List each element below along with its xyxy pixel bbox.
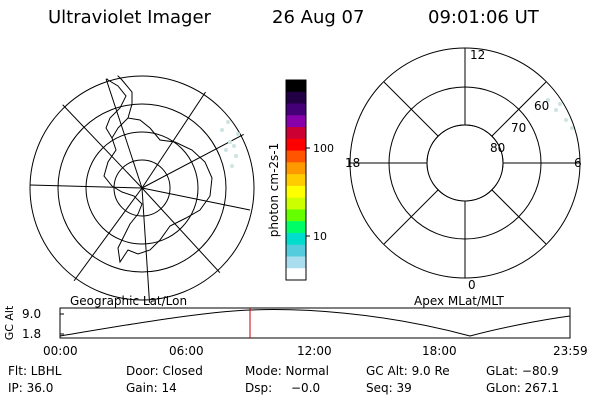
- geo-meridian: [59, 187, 143, 301]
- colorbar-tick-label-10: 10: [313, 230, 327, 243]
- dsp-info-label: Dsp:: [245, 381, 273, 395]
- geo-meridian: [29, 184, 143, 189]
- mlt-label-0: 0: [468, 278, 476, 292]
- colorbar-cell: [286, 150, 306, 163]
- colorbar-cell: [286, 221, 306, 234]
- date-label: 26 Aug 07: [272, 7, 365, 28]
- mlt-label-12: 12: [470, 48, 485, 62]
- aurora-speckle: [220, 120, 240, 168]
- geo-meridian: [141, 187, 246, 301]
- mlat-ring-60: [349, 47, 581, 279]
- time-label: 09:01:06 UT: [428, 7, 539, 28]
- mlt-label-18: 18: [345, 156, 360, 170]
- colorbar-cell: [286, 174, 306, 187]
- geo-lat-ring: [57, 103, 227, 273]
- geographic-map-label: Geographic Lat/Lon: [70, 294, 188, 308]
- mlat-label-70: 70: [511, 121, 526, 135]
- altitude-plot: 9.0 1.8 GC Alt: [3, 305, 571, 341]
- colorbar-cell: [286, 197, 306, 210]
- geo-meridian: [141, 73, 241, 189]
- mlt-label-6: 6: [574, 156, 582, 170]
- instrument-title: Ultraviolet Imager: [48, 7, 211, 28]
- colorbar-cell: [286, 103, 306, 116]
- geo-meridian: [141, 109, 257, 189]
- gain-info: Gain: 14: [126, 381, 177, 395]
- alt-xtick-1200: 12:00: [297, 344, 332, 358]
- colorbar-cell: [286, 162, 306, 175]
- colorbar: 100 10 photon cm-2s-1: [267, 79, 334, 281]
- geo-meridian: [141, 187, 251, 211]
- altitude-curve: [59, 309, 571, 337]
- magnetic-map-label: Apex MLat/MLT: [414, 294, 504, 308]
- colorbar-cell: [286, 80, 306, 93]
- mode-info: Mode: Normal: [245, 364, 329, 378]
- alt-xtick-2359: 23:59: [553, 344, 588, 358]
- alt-ylabel: GC Alt: [3, 305, 16, 340]
- altitude-plot-frame: [59, 307, 571, 339]
- antarctica-coastline: [103, 117, 213, 264]
- geo-meridian: [141, 187, 151, 303]
- colorbar-cell: [286, 138, 306, 152]
- dsp-info-value: −0.0: [291, 381, 321, 395]
- colorbar-cell: [286, 209, 306, 222]
- geographic-map: [27, 73, 257, 303]
- ip-info: IP: 36.0: [8, 381, 54, 395]
- peninsula-coastline: [95, 73, 133, 139]
- colorbar-cell: [286, 91, 306, 105]
- geo-lat-ring: [113, 159, 171, 217]
- filter-info: Flt: LBHL: [8, 364, 62, 378]
- mlat-label-80: 80: [490, 141, 505, 155]
- door-info: Door: Closed: [126, 364, 203, 378]
- seq-info: Seq: 39: [366, 381, 412, 395]
- colorbar-cell: [286, 268, 306, 281]
- colorbar-unit-label: photon cm-2s-1: [267, 143, 281, 238]
- glon-info: GLon: 267.1: [486, 381, 559, 395]
- magnetic-map: [349, 47, 581, 279]
- aurora-speckle: [526, 98, 574, 272]
- colorbar-cell: [286, 127, 306, 140]
- mlat-label-60: 60: [534, 99, 549, 113]
- alt-xtick-1800: 18:00: [422, 344, 457, 358]
- geo-lat-ring: [29, 75, 255, 301]
- alt-xtick-0000: 00:00: [43, 344, 78, 358]
- colorbar-cell: [286, 185, 306, 199]
- geo-lat-ring: [85, 131, 199, 245]
- mlat-ring-80: [426, 124, 504, 202]
- colorbar-cell: [286, 115, 306, 128]
- mlat-ring-70: [388, 86, 542, 240]
- colorbar-cell: [286, 232, 306, 246]
- colorbar-frame: [285, 79, 307, 281]
- geo-meridian: [27, 73, 143, 189]
- alt-ytick-label-9: 9.0: [22, 307, 41, 321]
- alt-xtick-0600: 06:00: [169, 344, 204, 358]
- gc-alt-info: GC Alt: 9.0 Re: [366, 364, 450, 378]
- colorbar-tick-label-100: 100: [313, 142, 334, 155]
- colorbar-cell: [286, 244, 306, 257]
- alt-ytick-label-1-8: 1.8: [22, 327, 41, 341]
- geo-meridian: [89, 73, 143, 189]
- colorbar-cell: [286, 256, 306, 269]
- glat-info: GLat: −80.9: [486, 364, 559, 378]
